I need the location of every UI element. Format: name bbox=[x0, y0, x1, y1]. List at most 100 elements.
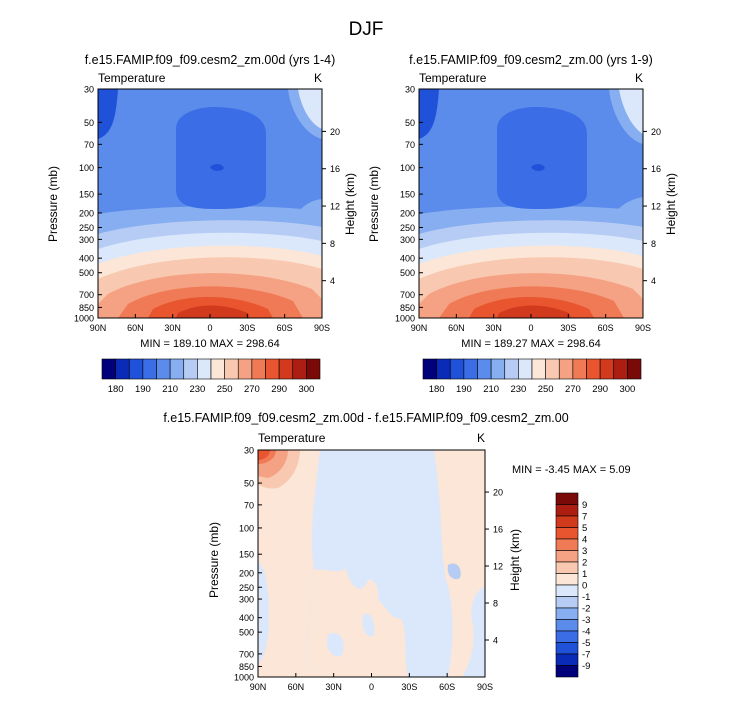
x-tick-label: 60S bbox=[277, 323, 293, 333]
colorbar-label: 270 bbox=[244, 384, 260, 395]
colorbar-swatch bbox=[555, 619, 579, 632]
y-tick-label: 700 bbox=[239, 649, 254, 659]
panel-1-ylabel-right: Height (km) bbox=[343, 173, 357, 235]
panel-2-ylabel-right: Height (km) bbox=[664, 173, 678, 235]
right-tick-label: 12 bbox=[493, 562, 503, 572]
x-tick-label: 90S bbox=[314, 323, 330, 333]
colorbar-label: 250 bbox=[538, 384, 554, 395]
colorbar-label: 190 bbox=[456, 384, 472, 395]
colorbar-swatch bbox=[518, 358, 533, 380]
right-tick-label: 8 bbox=[493, 599, 498, 609]
colorbar-swatch bbox=[449, 358, 465, 380]
right-tick-label: 8 bbox=[651, 239, 656, 249]
panel-1-colorbar: 180 190 210 230 250 270 290 300 bbox=[101, 358, 321, 395]
right-tick-label: 4 bbox=[330, 276, 335, 286]
panel-3-ylabel-right: Height (km) bbox=[508, 529, 522, 591]
x-tick-label: 30N bbox=[485, 323, 502, 333]
panel-3-field-label: Temperature bbox=[258, 431, 326, 445]
right-tick-label: 12 bbox=[651, 202, 661, 212]
colorbar-swatch bbox=[572, 358, 587, 380]
panel-3-ylabel: Pressure (mb) bbox=[207, 522, 221, 598]
x-tick-label: 30S bbox=[560, 323, 576, 333]
colorbar-label: 210 bbox=[483, 384, 499, 395]
colorbar-label: 0 bbox=[582, 581, 587, 592]
x-tick-label: 30S bbox=[401, 682, 417, 692]
panel-2-stats: MIN = 189.27 MAX = 298.64 bbox=[461, 338, 600, 350]
y-tick-label: 500 bbox=[79, 268, 94, 278]
colorbar-label: 3 bbox=[582, 546, 587, 557]
panel-2-contour-field bbox=[419, 89, 643, 318]
colorbar-label: 300 bbox=[298, 384, 314, 395]
panel-1-field-label: Temperature bbox=[98, 71, 166, 85]
y-tick-label: 150 bbox=[400, 190, 415, 200]
y-tick-label: 30 bbox=[244, 446, 254, 456]
x-tick-label: 30N bbox=[164, 323, 181, 333]
panel-1-units: K bbox=[314, 71, 322, 85]
panel-3-contour-field bbox=[258, 450, 485, 677]
colorbar-label: -4 bbox=[582, 627, 590, 638]
colorbar-label: 1 bbox=[582, 569, 587, 580]
x-tick-label: 30S bbox=[239, 323, 255, 333]
colorbar-label: -1 bbox=[582, 592, 590, 603]
x-tick-label: 0 bbox=[369, 682, 374, 692]
panel-2-ylabel: Pressure (mb) bbox=[367, 166, 381, 242]
x-tick-label: 90N bbox=[90, 323, 107, 333]
panel-3-title: f.e15.FAMIP.f09_f09.cesm2_zm.00d - f.e15… bbox=[163, 411, 568, 425]
colorbar-swatch bbox=[142, 358, 157, 380]
colorbar-swatch bbox=[555, 665, 579, 678]
panel-3: f.e15.FAMIP.f09_f09.cesm2_zm.00d - f.e15… bbox=[163, 411, 630, 692]
y-tick-label: 300 bbox=[79, 235, 94, 245]
colorbar-swatch bbox=[613, 358, 628, 380]
figure-title: DJF bbox=[349, 19, 384, 40]
colorbar-swatch bbox=[169, 358, 185, 380]
right-tick-label: 20 bbox=[330, 127, 340, 137]
y-tick-label: 30 bbox=[405, 85, 415, 95]
colorbar-swatch bbox=[555, 573, 579, 586]
x-tick-label: 90S bbox=[477, 682, 493, 692]
y-tick-label: 400 bbox=[79, 254, 94, 264]
y-tick-label: 200 bbox=[79, 208, 94, 218]
colorbar-swatch bbox=[251, 358, 266, 380]
colorbar-label: 2 bbox=[582, 558, 587, 569]
colorbar-swatch bbox=[422, 358, 437, 380]
panel-2: f.e15.FAMIP.f09_f09.cesm2_zm.00 (yrs 1-9… bbox=[367, 53, 678, 395]
colorbar-swatch bbox=[278, 358, 294, 380]
right-tick-label: 20 bbox=[651, 127, 661, 137]
panel-3-right-ticks: 20 16 12 8 4 bbox=[485, 488, 503, 646]
colorbar-swatch bbox=[555, 561, 579, 574]
colorbar-swatch bbox=[555, 653, 579, 666]
colorbar-swatch bbox=[555, 492, 579, 505]
colorbar-swatch bbox=[292, 358, 307, 380]
colorbar-swatch bbox=[555, 642, 579, 655]
colorbar-swatch bbox=[128, 358, 144, 380]
x-tick-label: 90N bbox=[411, 323, 428, 333]
x-tick-label: 60N bbox=[448, 323, 465, 333]
x-tick-label: 0 bbox=[207, 323, 212, 333]
colorbar-swatch bbox=[101, 358, 116, 380]
colorbar-label: 4 bbox=[582, 535, 587, 546]
colorbar-swatch bbox=[183, 358, 198, 380]
panel-2-colorbar: 180 190 210 230 250 270 290 300 bbox=[422, 358, 642, 395]
colorbar-swatch bbox=[531, 358, 546, 380]
right-tick-label: 12 bbox=[330, 202, 340, 212]
x-tick-label: 60N bbox=[127, 323, 144, 333]
colorbar-swatch bbox=[306, 358, 321, 380]
panel-1-stats: MIN = 189.10 MAX = 298.64 bbox=[140, 338, 279, 350]
panel-3-x-ticks: 90N 60N 30N 0 30S 60S 90S bbox=[250, 673, 493, 692]
panel-1-x-ticks: 90N 60N 30N 0 30S 60S 90S bbox=[90, 314, 330, 333]
y-tick-label: 70 bbox=[405, 140, 415, 150]
y-tick-label: 200 bbox=[239, 568, 254, 578]
colorbar-label: 290 bbox=[592, 384, 608, 395]
y-tick-label: 700 bbox=[79, 290, 94, 300]
colorbar-label: -2 bbox=[582, 604, 590, 615]
colorbar-swatch bbox=[555, 607, 579, 620]
colorbar-label: 180 bbox=[429, 384, 445, 395]
colorbar-swatch bbox=[504, 358, 519, 380]
x-tick-label: 60S bbox=[439, 682, 455, 692]
panel-1-title: f.e15.FAMIP.f09_f09.cesm2_zm.00d (yrs 1-… bbox=[85, 53, 336, 67]
colorbar-swatch bbox=[558, 358, 574, 380]
x-tick-label: 60S bbox=[598, 323, 614, 333]
panel-1-right-ticks: 20 16 12 8 4 bbox=[322, 127, 340, 286]
